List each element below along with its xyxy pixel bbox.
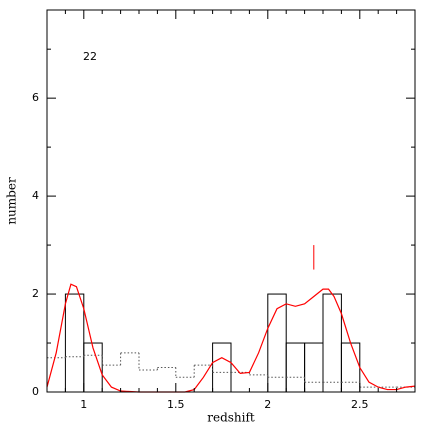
y-tick-label: 2 [32,287,39,300]
plot-frame [46,9,416,393]
histogram-bar [340,342,361,393]
x-tick-label: 2.5 [351,398,369,411]
x-tick-label: 1 [80,398,87,411]
y-axis-label: number [5,177,19,225]
histogram-bar [64,293,85,393]
x-axis-label: redshift [207,411,255,425]
y-tick-label: 0 [32,385,39,398]
x-tick-label: 1.5 [167,398,185,411]
histogram-bar [285,342,306,393]
y-tick-label: 4 [32,189,39,202]
x-tick-label: 2 [264,398,271,411]
histogram-bar [304,342,324,393]
annotation: 22 [83,50,97,63]
histogram-bar [322,293,342,393]
y-tick-label: 6 [32,91,39,104]
histogram-bar [212,342,232,393]
density-curve [46,283,416,393]
